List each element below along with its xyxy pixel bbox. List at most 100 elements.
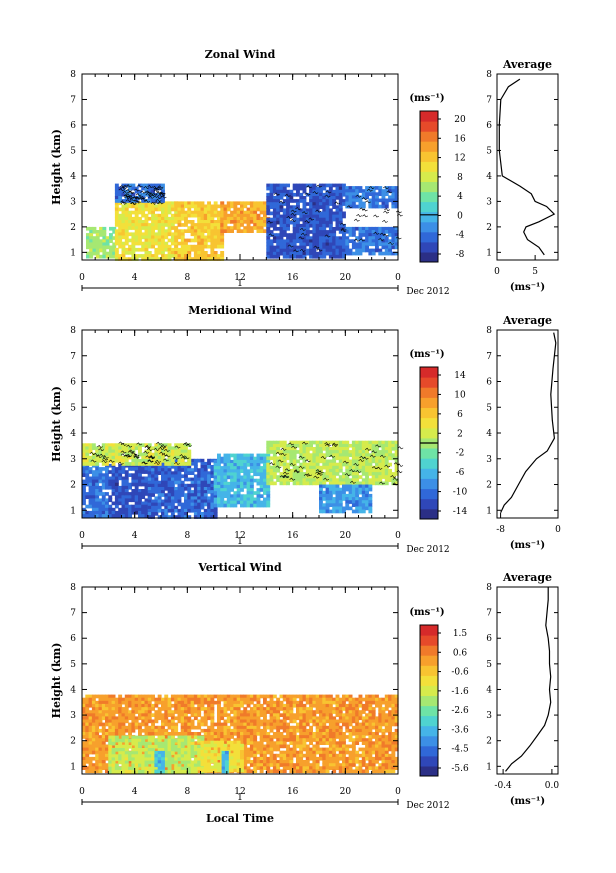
field-cell xyxy=(82,700,86,705)
field-cell xyxy=(233,210,238,215)
field-cell xyxy=(289,453,294,457)
colorbar-swatch xyxy=(420,448,438,459)
contour-segment xyxy=(349,469,356,473)
y-tick-label: 5 xyxy=(70,403,76,413)
field-cell xyxy=(381,450,386,454)
field-cell xyxy=(190,700,195,705)
contour-segment xyxy=(132,196,139,200)
field-cell xyxy=(342,453,346,457)
field-cell xyxy=(328,251,333,256)
field-cell xyxy=(82,716,86,721)
field-cell xyxy=(220,207,225,212)
field-cell xyxy=(269,481,274,486)
field-cell xyxy=(151,502,155,507)
field-cell xyxy=(141,507,146,512)
field-cell xyxy=(180,728,185,733)
field-cell xyxy=(190,697,195,702)
y-tick-label: 3 xyxy=(70,197,76,207)
field-cell xyxy=(114,732,119,736)
field-cell xyxy=(351,233,356,237)
field-cell xyxy=(170,725,175,730)
field-cell xyxy=(351,443,356,448)
field-cell xyxy=(342,447,346,451)
field-cell xyxy=(253,213,258,218)
field-cell xyxy=(121,495,126,499)
field-cell xyxy=(309,459,313,464)
field-cell xyxy=(177,700,182,705)
contour-segment xyxy=(102,455,109,459)
field-cell xyxy=(95,707,100,711)
field-cell xyxy=(203,502,208,507)
field-cell xyxy=(197,483,202,488)
y-tick-label: 4 xyxy=(70,429,76,439)
field-cell xyxy=(85,750,90,755)
field-cell xyxy=(184,462,188,466)
field-cell xyxy=(108,710,113,714)
field-cell xyxy=(226,201,231,206)
field-cell xyxy=(170,235,175,240)
field-cell xyxy=(259,481,264,486)
contour-segment xyxy=(147,184,154,188)
field-cell xyxy=(213,254,218,258)
field-cell xyxy=(322,478,327,482)
field-cell xyxy=(161,707,165,711)
field-cell xyxy=(249,213,254,218)
field-cell xyxy=(256,481,261,486)
field-cell xyxy=(174,220,179,224)
field-cell xyxy=(82,763,86,767)
field-cell xyxy=(226,481,231,486)
field-cell xyxy=(315,220,320,225)
field-cell xyxy=(276,440,281,445)
field-cell xyxy=(203,496,208,501)
field-cell xyxy=(85,476,90,481)
field-cell xyxy=(213,257,218,261)
field-cell xyxy=(381,192,386,196)
field-cell xyxy=(105,728,109,733)
field-cell xyxy=(279,189,284,194)
field-cell xyxy=(141,186,146,191)
field-cell xyxy=(138,732,142,736)
field-cell xyxy=(213,478,218,483)
field-cell xyxy=(108,449,113,454)
contour-segment xyxy=(157,185,164,189)
colorbar-swatch xyxy=(420,221,438,233)
field-cell xyxy=(375,472,379,476)
field-cell xyxy=(253,503,258,508)
field-cell xyxy=(240,719,244,724)
field-cell xyxy=(279,223,284,228)
field-cell xyxy=(348,481,353,486)
field-cell xyxy=(134,510,139,515)
field-cell xyxy=(302,242,307,247)
contour-segment xyxy=(269,462,276,466)
field-cell xyxy=(342,211,346,216)
field-cell xyxy=(154,254,159,258)
field-cell xyxy=(207,210,211,215)
field-cell xyxy=(197,703,202,708)
field-cell xyxy=(223,500,228,505)
field-cell xyxy=(302,239,307,244)
field-cell xyxy=(154,232,159,237)
field-cell xyxy=(161,216,165,221)
field-cell xyxy=(322,497,327,501)
field-cell xyxy=(105,443,109,447)
field-cell xyxy=(197,235,202,240)
field-cell xyxy=(151,199,155,203)
field-cell xyxy=(124,462,129,466)
field-cell xyxy=(114,196,119,200)
field-cell xyxy=(131,241,136,246)
field-cell xyxy=(134,220,139,224)
field-cell xyxy=(105,492,109,496)
field-cell xyxy=(131,716,136,721)
field-cell xyxy=(345,450,350,454)
contour-segment xyxy=(315,471,322,475)
field-cell xyxy=(368,192,373,196)
field-cell xyxy=(111,443,116,447)
field-cell xyxy=(394,465,399,470)
field-cell xyxy=(328,475,333,479)
field-cell xyxy=(315,236,320,240)
field-cell xyxy=(302,465,307,470)
field-cell xyxy=(82,455,86,460)
field-cell xyxy=(335,453,340,457)
field-cell xyxy=(121,220,126,224)
